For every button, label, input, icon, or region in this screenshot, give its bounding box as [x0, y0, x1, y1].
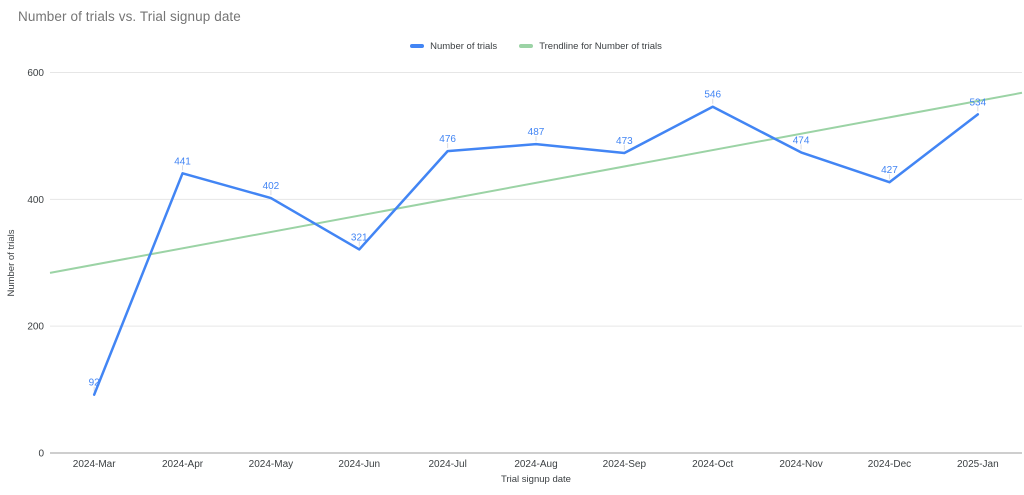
point-label: 473: [616, 136, 633, 147]
point-label: 534: [969, 97, 986, 108]
series-line: [92, 105, 980, 396]
point-label: 92: [89, 378, 101, 389]
x-tick-label: 2024-Apr: [162, 459, 204, 470]
point-label: 546: [704, 90, 721, 101]
x-axis-title: Trial signup date: [501, 474, 571, 485]
point-label: 474: [793, 135, 810, 146]
point-label: 427: [881, 165, 898, 176]
x-tick-label: 2024-Aug: [514, 459, 557, 470]
x-tick-label: 2025-Jan: [957, 459, 999, 470]
x-tick-label: 2024-Mar: [73, 459, 116, 470]
trendline-marker-icon: [519, 44, 534, 48]
x-tick-label: 2024-Oct: [692, 459, 733, 470]
x-tick-label: 2024-Nov: [779, 459, 822, 470]
legend-item-number-of-trials[interactable]: Number of trials: [410, 41, 497, 52]
point-label: 321: [351, 232, 368, 243]
x-tick-label: 2024-Sep: [603, 459, 647, 470]
y-tick-label: 600: [27, 68, 44, 79]
legend-item-trendline[interactable]: Trendline for Number of trials: [519, 41, 662, 52]
x-tick-label: 2024-Jul: [428, 459, 466, 470]
legend-label-number-of-trials: Number of trials: [430, 40, 498, 52]
legend-label-trendline: Trendline for Number of trials: [539, 40, 662, 52]
y-axis-title: Number of trials: [6, 229, 17, 296]
trendline: [49, 91, 1023, 274]
x-tick-label: 2024-Dec: [868, 459, 911, 470]
x-tick-label: 2024-May: [249, 459, 293, 470]
y-tick-label: 200: [27, 322, 44, 333]
y-tick-label: 0: [38, 449, 44, 460]
series-line-marker-icon: [410, 44, 425, 48]
point-label: 476: [439, 134, 456, 145]
point-label: 441: [174, 156, 191, 167]
chart-legend: Number of trials Trendline for Number of…: [50, 39, 1022, 53]
point-label: 487: [528, 127, 545, 138]
point-label: 402: [263, 181, 280, 192]
x-tick-label: 2024-Jun: [338, 459, 380, 470]
y-tick-label: 400: [27, 195, 44, 206]
chart-title: Number of trials vs. Trial signup date: [18, 9, 241, 24]
